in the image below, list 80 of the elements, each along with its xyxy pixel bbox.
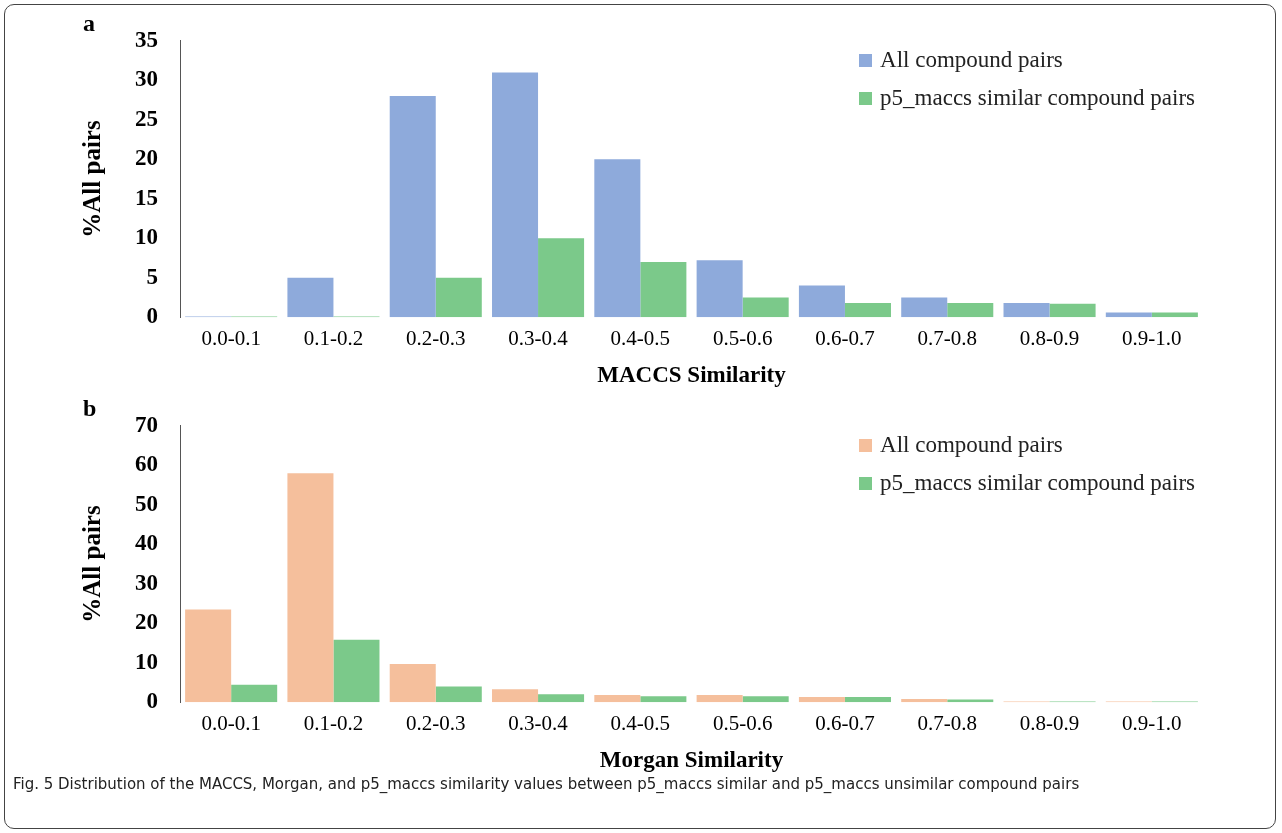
bar [696, 260, 743, 318]
bar [492, 689, 539, 703]
y-tick-label: 15 [135, 184, 158, 210]
legend-label: p5_maccs similar compound pairs [880, 85, 1195, 110]
x-tick-label: 0.7-0.8 [917, 711, 977, 736]
y-tick-label: 0 [146, 303, 158, 329]
bar [1003, 302, 1050, 318]
x-tick-label: 0.3-0.4 [508, 326, 569, 351]
bar [538, 694, 585, 703]
x-tick-label: 0.5-0.6 [712, 326, 773, 351]
x-tick-label: 0.8-0.9 [1019, 326, 1080, 351]
x-tick-label: 0.4-0.5 [610, 326, 671, 351]
bar [640, 261, 687, 318]
x-tick-label: 0.7-0.8 [917, 326, 977, 351]
x-axis-title: MACCS Similarity [597, 362, 787, 388]
x-tick-label: 0.6-0.7 [815, 326, 875, 351]
text: a [83, 10, 95, 37]
bar [798, 697, 845, 703]
bar [696, 695, 743, 703]
bar [287, 277, 334, 318]
bar [947, 699, 994, 703]
bar [742, 696, 789, 703]
bar [435, 277, 482, 318]
x-tick-label: 0.9-1.0 [1122, 326, 1182, 351]
bar [844, 697, 891, 703]
x-tick-label: 0.1-0.2 [303, 326, 364, 351]
x-tick-label: 0.3-0.4 [508, 711, 569, 736]
bar [333, 639, 380, 703]
y-tick-label: 10 [135, 648, 158, 674]
x-tick-label: 0.0-0.1 [201, 711, 261, 736]
bar [389, 663, 436, 703]
bar [1105, 312, 1152, 318]
y-tick-label: 20 [135, 145, 158, 171]
x-tick-label: 0.5-0.6 [712, 711, 773, 736]
bar [492, 72, 539, 318]
y-tick-label: 60 [135, 451, 158, 477]
bar [287, 473, 334, 703]
bar [844, 302, 891, 318]
bar [594, 695, 641, 703]
y-tick-label: 30 [135, 66, 158, 92]
bar [640, 696, 687, 703]
legend-label: All compound pairs [880, 47, 1063, 72]
bar [742, 297, 789, 318]
x-tick-label: 0.2-0.3 [406, 711, 466, 736]
x-tick-label: 0.1-0.2 [303, 711, 364, 736]
x-tick-label: 0.6-0.7 [815, 711, 875, 736]
x-tick-label: 0.2-0.3 [406, 326, 466, 351]
x-tick-label: 0.4-0.5 [610, 711, 671, 736]
y-tick-label: 40 [135, 530, 158, 556]
legend-label: p5_maccs similar compound pairs [880, 470, 1195, 495]
bar [538, 238, 585, 318]
y-tick-label: 20 [135, 609, 158, 635]
y-tick-label: 25 [135, 105, 158, 131]
y-tick-label: 70 [135, 411, 158, 437]
text: b [83, 395, 97, 422]
y-tick-label: 30 [135, 569, 158, 595]
bar [901, 297, 948, 318]
y-tick-label: 50 [135, 490, 158, 516]
bar [901, 699, 948, 703]
legend-label: All compound pairs [880, 432, 1063, 457]
bar [185, 609, 232, 703]
y-axis-title: %All pairs [78, 505, 106, 623]
x-tick-label: 0.9-1.0 [1122, 711, 1182, 736]
bar [947, 302, 994, 318]
bar [435, 686, 482, 703]
x-axis-title: Morgan Similarity [599, 747, 784, 773]
y-tick-label: 5 [146, 263, 158, 289]
caption: Fig. 5 Distribution of the MACCS, Morgan, and p5_maccs similarity values between p5_maccs similar and p5_maccs unsimilar compound pairs [13, 775, 1081, 793]
x-tick-label: 0.0-0.1 [201, 326, 261, 351]
y-axis-title: %All pairs [78, 120, 106, 238]
bar [798, 285, 845, 318]
y-tick-label: 35 [135, 26, 158, 52]
bar [1049, 303, 1096, 318]
bar [1151, 312, 1198, 318]
bar [594, 159, 641, 318]
y-tick-label: 0 [146, 688, 158, 714]
bar [231, 684, 278, 703]
x-tick-label: 0.8-0.9 [1019, 711, 1080, 736]
y-tick-label: 10 [135, 224, 158, 250]
bar [389, 96, 436, 318]
